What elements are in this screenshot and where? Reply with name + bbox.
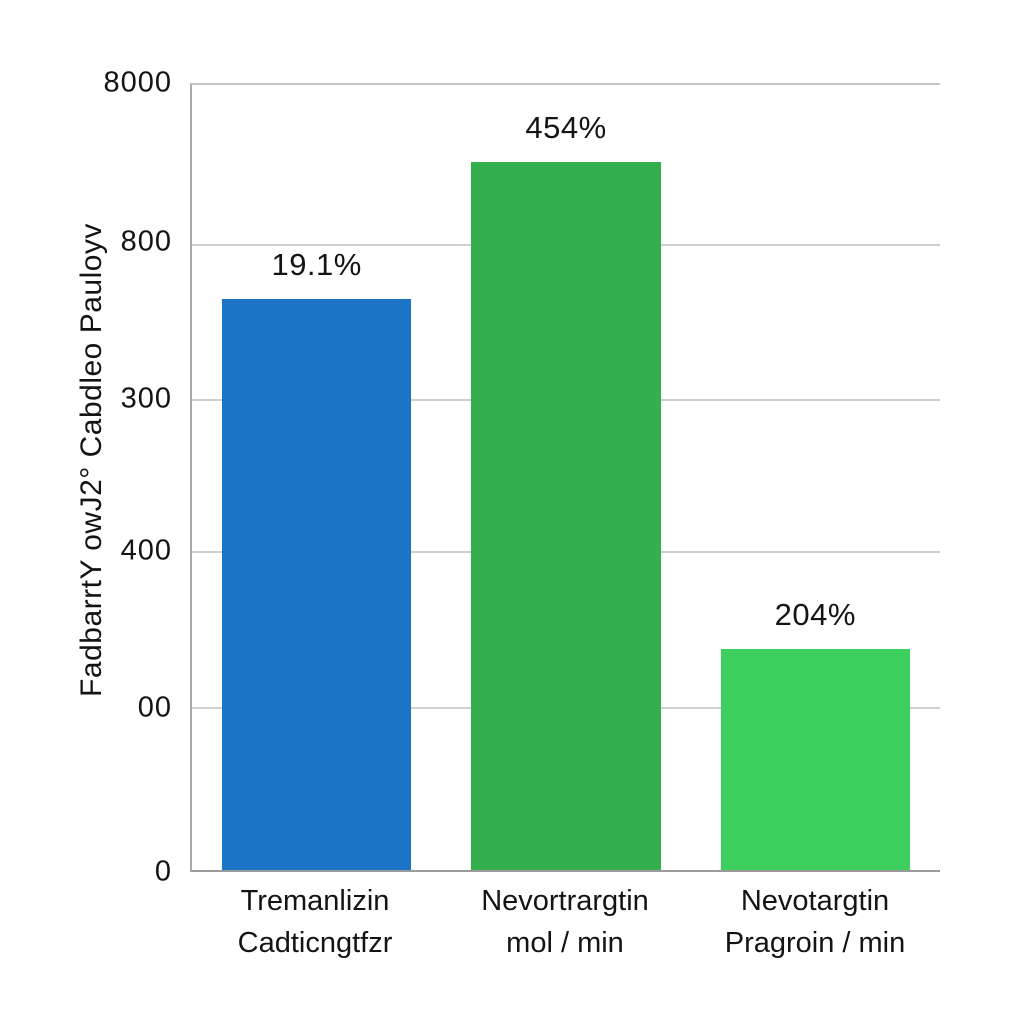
- bar: [471, 161, 661, 870]
- x-category-label-line1: Nevortrargtin: [481, 885, 649, 917]
- x-category-label: Tremanlizin Cadticngtfzr: [190, 880, 440, 964]
- y-tick-label: 00: [137, 691, 172, 724]
- bar-value-label: 204%: [774, 597, 856, 633]
- bar-value-label: 19.1%: [271, 247, 362, 283]
- x-category-label: Nevortrargtin mol / min: [440, 880, 690, 964]
- x-category-label-line2: Cadticngtfzr: [237, 927, 393, 959]
- y-tick-label: 400: [120, 534, 172, 567]
- bar-slot: 204%: [691, 85, 940, 870]
- bar: [221, 299, 412, 870]
- x-category-label-line1: Nevotargtin: [740, 885, 890, 917]
- x-category-label: Nevotargtin Pragroin / min: [690, 880, 940, 964]
- x-axis-category-labels: Tremanlizin Cadticngtfzr Nevortrargtin mol …: [190, 880, 940, 964]
- bars-layer: 19.1% 454% 204%: [192, 85, 940, 870]
- bar-slot: 19.1%: [192, 85, 441, 870]
- y-tick-label: 300: [120, 382, 172, 415]
- y-tick-label: 800: [120, 225, 172, 258]
- bar-value-label: 454%: [525, 109, 607, 145]
- x-category-label-line1: Tremanlizin: [240, 885, 390, 917]
- y-axis-tick-labels: 8000 800 300 400 00 0: [0, 67, 172, 888]
- y-tick-label: 8000: [103, 66, 172, 99]
- y-tick-label: 0: [154, 855, 172, 888]
- bar: [720, 649, 911, 870]
- bar-slot: 454%: [441, 85, 690, 870]
- x-category-label-line2: Pragroin / min: [724, 927, 906, 959]
- plot-area: 19.1% 454% 204%: [190, 83, 940, 872]
- x-category-label-line2: mol / min: [506, 927, 624, 959]
